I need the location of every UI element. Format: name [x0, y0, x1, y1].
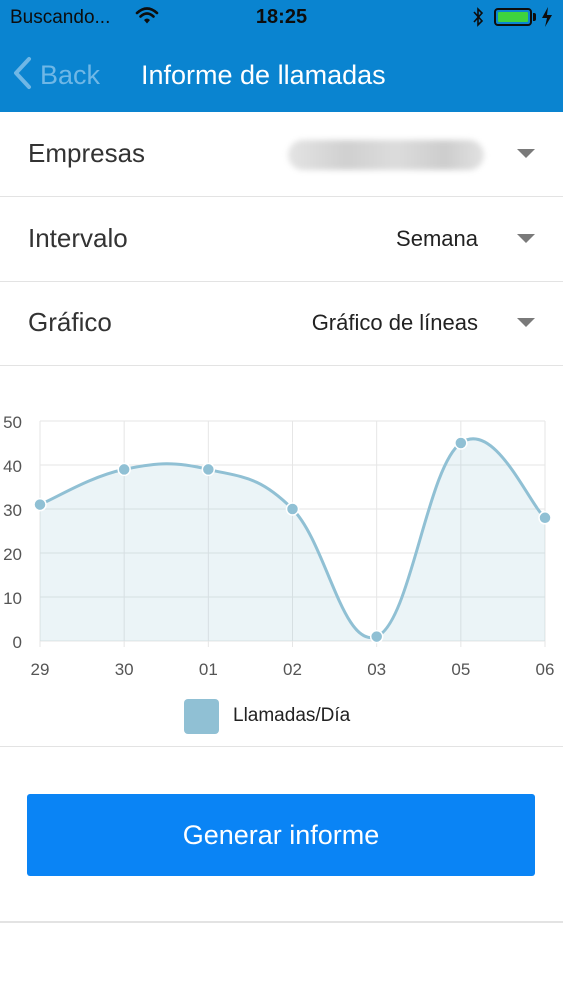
bluetooth-icon: [471, 6, 485, 33]
data-point: [454, 436, 468, 450]
empresas-label: Empresas: [28, 138, 146, 168]
empresas-value-redacted: [288, 140, 484, 170]
intervalo-label: Intervalo: [28, 223, 128, 253]
data-point: [285, 502, 300, 516]
battery-level: [498, 12, 528, 22]
x-tick-label: 01: [199, 660, 218, 679]
charging-icon: [540, 6, 554, 33]
data-point: [538, 511, 552, 525]
chevron-down-icon: [517, 234, 535, 243]
y-tick-label: 0: [13, 633, 22, 652]
grafico-label: Gráfico: [28, 307, 112, 337]
data-point: [369, 629, 384, 644]
data-point: [117, 462, 131, 477]
data-point: [201, 462, 216, 477]
chevron-down-icon: [517, 149, 535, 158]
grafico-selector[interactable]: Gráfico Gráfico de líneas: [0, 281, 563, 366]
series-area: [40, 438, 545, 641]
divider: [0, 921, 563, 923]
intervalo-value: Semana: [396, 226, 478, 251]
y-tick-label: 10: [3, 589, 22, 608]
chart-legend[interactable]: Llamadas/Día: [184, 698, 351, 734]
legend-label: Llamadas/Día: [233, 705, 351, 726]
legend-swatch: [184, 698, 219, 734]
x-tick-label: 06: [536, 660, 555, 679]
y-tick-label: 30: [3, 501, 22, 520]
chart-area: 0 10 20 30 40 50 29 30 01 02 03 05 06 Llamadas/Día: [0, 366, 563, 747]
x-tick-label: 05: [451, 660, 470, 679]
top-bar: Buscando... 18:25 Back Informe de ll: [0, 0, 563, 112]
back-label: Back: [40, 59, 101, 90]
chevron-down-icon: [517, 318, 535, 327]
y-tick-label: 50: [3, 413, 22, 432]
generate-report-button[interactable]: Generar informe: [27, 794, 535, 876]
y-tick-label: 20: [3, 545, 22, 564]
intervalo-selector[interactable]: Intervalo Semana: [0, 197, 563, 282]
status-bar: Buscando... 18:25: [0, 0, 563, 38]
x-tick-label: 29: [31, 660, 50, 679]
y-tick-label: 40: [3, 457, 22, 476]
carrier-label: Buscando...: [10, 7, 111, 28]
wifi-icon: [135, 6, 159, 31]
data-point: [33, 497, 47, 512]
battery-icon: [494, 8, 532, 26]
page-title: Informe de llamadas: [141, 60, 386, 90]
chevron-left-icon: [12, 56, 32, 95]
navigation-bar: Back Informe de llamadas: [0, 50, 563, 100]
clock: 18:25: [255, 6, 308, 28]
back-button[interactable]: Back: [12, 50, 100, 100]
x-tick-label: 30: [115, 660, 134, 679]
battery-tip: [533, 13, 536, 21]
x-tick-label: 02: [283, 660, 302, 679]
x-tick-label: 03: [367, 660, 386, 679]
line-chart: 0 10 20 30 40 50 29 30 01 02 03 05 06: [3, 413, 555, 679]
grafico-value: Gráfico de líneas: [311, 310, 478, 335]
empresas-selector[interactable]: Empresas: [0, 112, 563, 197]
